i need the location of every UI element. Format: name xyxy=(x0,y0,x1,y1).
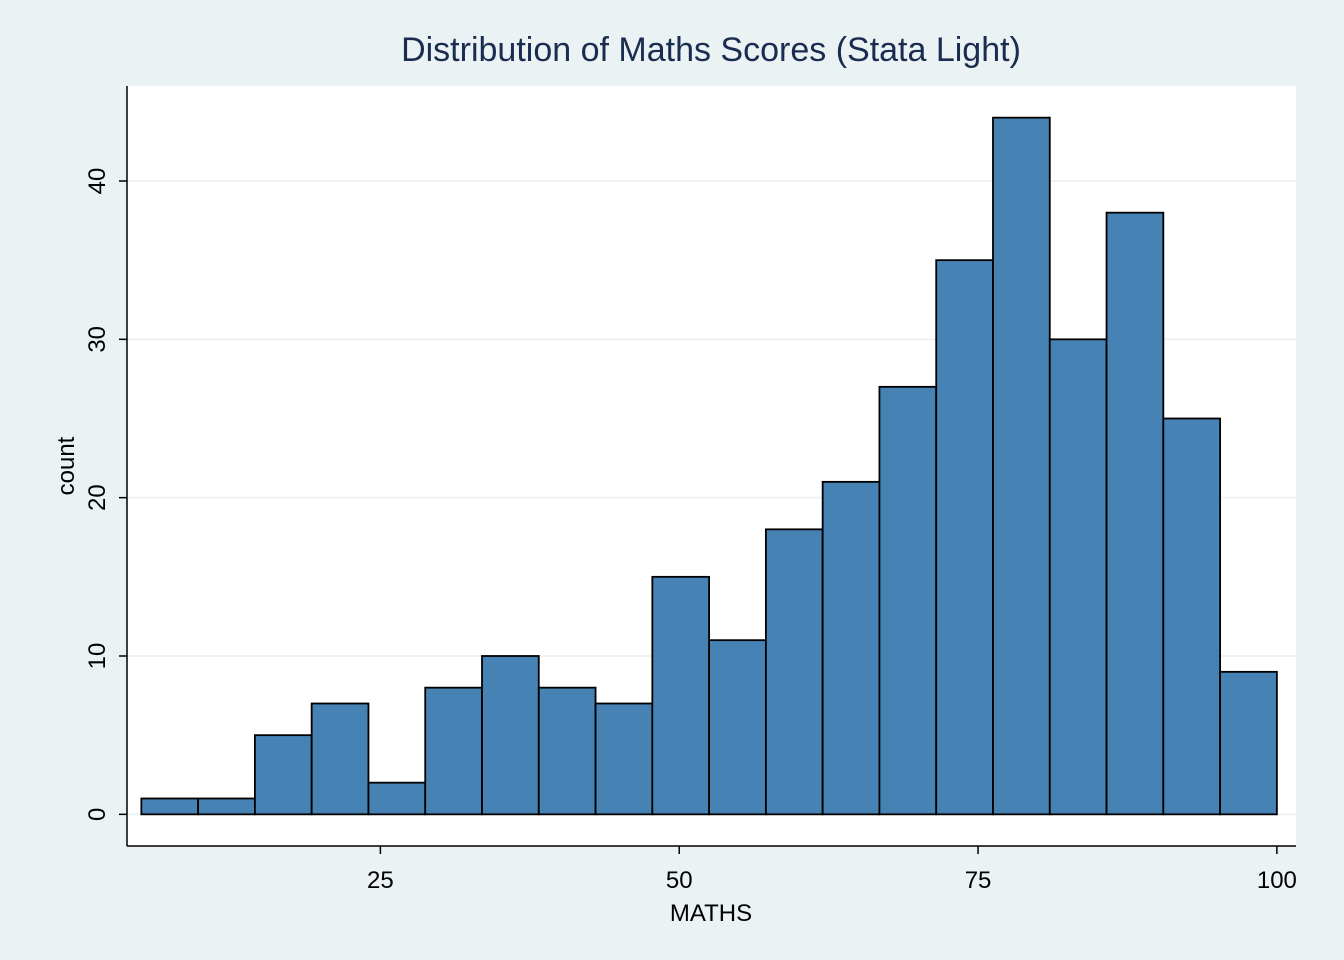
bar-4 xyxy=(310,702,370,816)
y-tick-label-30: 30 xyxy=(84,326,111,353)
chart-title: Distribution of Maths Scores (Stata Ligh… xyxy=(401,31,1021,69)
y-ticks: 0 10 20 30 40 xyxy=(84,168,127,821)
bar-19 xyxy=(1162,417,1221,816)
bar-13 xyxy=(821,480,881,816)
x-tick-label-50: 50 xyxy=(666,867,693,894)
bar-17 xyxy=(1048,338,1108,816)
bar-18 xyxy=(1105,211,1165,816)
bar-8 xyxy=(537,686,597,816)
bar-10 xyxy=(651,575,711,816)
x-tick-label-25: 25 xyxy=(367,867,394,894)
bar-11 xyxy=(708,639,767,816)
y-tick-label-0: 0 xyxy=(84,808,111,821)
bar-9 xyxy=(594,702,654,816)
bar-15 xyxy=(935,259,994,816)
y-tick-label-10: 10 xyxy=(84,643,111,670)
y-tick-label-20: 20 xyxy=(84,484,111,511)
bar-12 xyxy=(764,528,824,816)
bars xyxy=(140,116,1278,816)
bar-1 xyxy=(140,797,200,816)
y-axis-label: count xyxy=(53,436,80,495)
bar-20 xyxy=(1219,670,1278,816)
y-tick-label-40: 40 xyxy=(84,168,111,195)
bar-3 xyxy=(253,734,313,816)
bar-2 xyxy=(197,797,256,816)
bar-14 xyxy=(878,385,938,816)
bar-6 xyxy=(424,686,483,816)
x-tick-label-75: 75 xyxy=(965,867,992,894)
x-axis-label: MATHS xyxy=(670,900,752,927)
axes xyxy=(126,86,1296,847)
bar-5 xyxy=(367,781,427,816)
x-tick-label-100: 100 xyxy=(1257,867,1297,894)
bar-7 xyxy=(481,655,540,816)
x-ticks: 25 50 75 100 xyxy=(367,846,1297,894)
bar-16 xyxy=(992,116,1051,816)
